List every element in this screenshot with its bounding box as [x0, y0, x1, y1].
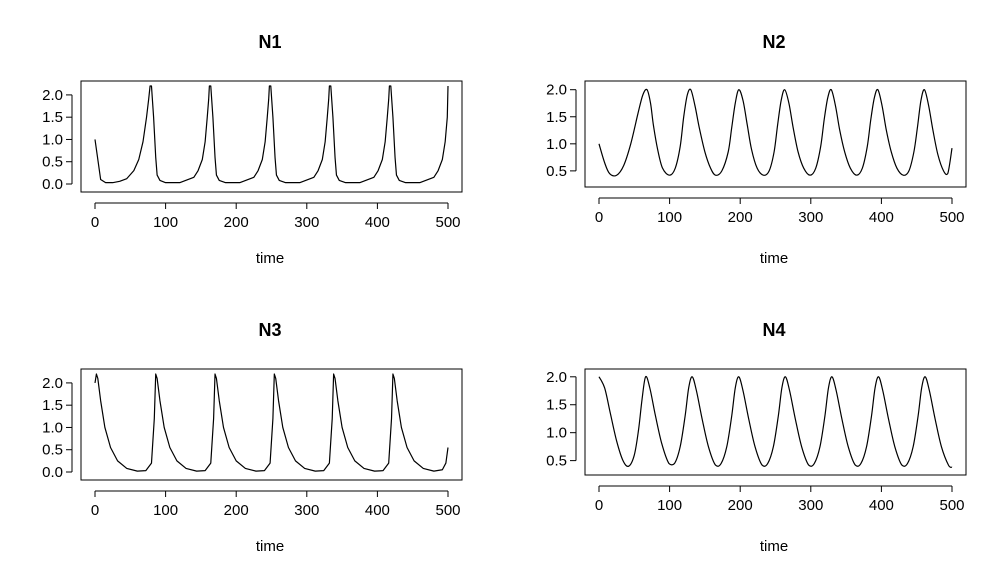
- y-tick-label: 2.0: [42, 375, 63, 392]
- y-tick-label: 1.0: [546, 136, 567, 153]
- y-tick-label: 1.0: [546, 425, 567, 442]
- plot-frame: [80, 80, 463, 193]
- y-tick-label: 1.5: [42, 397, 63, 414]
- x-tick-label: 0: [595, 497, 603, 514]
- panel-n3: N3 time 0 100 200 300 400 500 0.0 0.5 1.0 1.5 2.0: [42, 320, 463, 555]
- x-tick-label: 500: [435, 214, 460, 231]
- y-tick-label: 0.5: [42, 154, 63, 171]
- y-tick-label: 2.0: [546, 82, 567, 99]
- x-axis-label: time: [256, 538, 284, 555]
- y-tick-label: 1.0: [42, 419, 63, 436]
- series-line-n3: [94, 373, 449, 472]
- x-axis-label: time: [256, 250, 284, 267]
- y-tick-label: 2.0: [546, 369, 567, 386]
- x-tick-label: 400: [869, 209, 894, 226]
- x-tick-label: 0: [595, 209, 603, 226]
- x-tick-label: 100: [153, 502, 178, 519]
- y-tick-label: 0.5: [546, 163, 567, 180]
- y-tick-label: 0.0: [42, 464, 63, 481]
- y-tick-label: 0.0: [42, 176, 63, 193]
- panel-n4: N4 time 0 100 200 300 400 500 0.5 1.0 1.5 2.0: [546, 320, 967, 555]
- x-tick-label: 0: [91, 214, 99, 231]
- y-tick-label: 0.5: [42, 442, 63, 459]
- x-tick-label: 200: [224, 502, 249, 519]
- plot-frame: [80, 368, 463, 481]
- x-tick-label: 500: [435, 502, 460, 519]
- panel-n1: N1 time 0 100 200 300 400 500 0.0 0.5 1.0 1.5 2.0: [42, 32, 463, 267]
- y-tick-label: 1.5: [546, 109, 567, 126]
- series-line-n1: [94, 85, 449, 184]
- panel-n2: N2 time 0 100 200 300 400 500 0.5 1.0 1.5 2.0: [546, 32, 967, 267]
- x-tick-label: 200: [224, 214, 249, 231]
- x-tick-label: 400: [869, 497, 894, 514]
- y-tick-label: 1.5: [42, 109, 63, 126]
- x-tick-label: 300: [798, 209, 823, 226]
- series-line-n4: [598, 375, 953, 468]
- panel-title: N3: [258, 320, 281, 340]
- series-line-n2: [598, 88, 953, 177]
- x-tick-label: 300: [294, 502, 319, 519]
- y-tick-label: 0.5: [546, 453, 567, 470]
- x-tick-label: 0: [91, 502, 99, 519]
- x-tick-label: 100: [657, 209, 682, 226]
- x-tick-label: 500: [939, 209, 964, 226]
- y-tick-label: 1.0: [42, 131, 63, 148]
- x-axis-label: time: [760, 250, 788, 267]
- x-tick-label: 500: [939, 497, 964, 514]
- x-tick-label: 100: [657, 497, 682, 514]
- plot-frame: [584, 80, 967, 188]
- x-tick-label: 400: [365, 502, 390, 519]
- x-tick-label: 200: [728, 209, 753, 226]
- x-tick-label: 100: [153, 214, 178, 231]
- x-tick-label: 200: [728, 497, 753, 514]
- panel-title: N4: [762, 320, 785, 340]
- panel-title: N1: [258, 32, 281, 52]
- plot-frame: [584, 368, 967, 476]
- x-tick-label: 400: [365, 214, 390, 231]
- panel-title: N2: [762, 32, 785, 52]
- x-tick-label: 300: [798, 497, 823, 514]
- y-tick-label: 2.0: [42, 87, 63, 104]
- x-tick-label: 300: [294, 214, 319, 231]
- x-axis-label: time: [760, 538, 788, 555]
- y-tick-label: 1.5: [546, 397, 567, 414]
